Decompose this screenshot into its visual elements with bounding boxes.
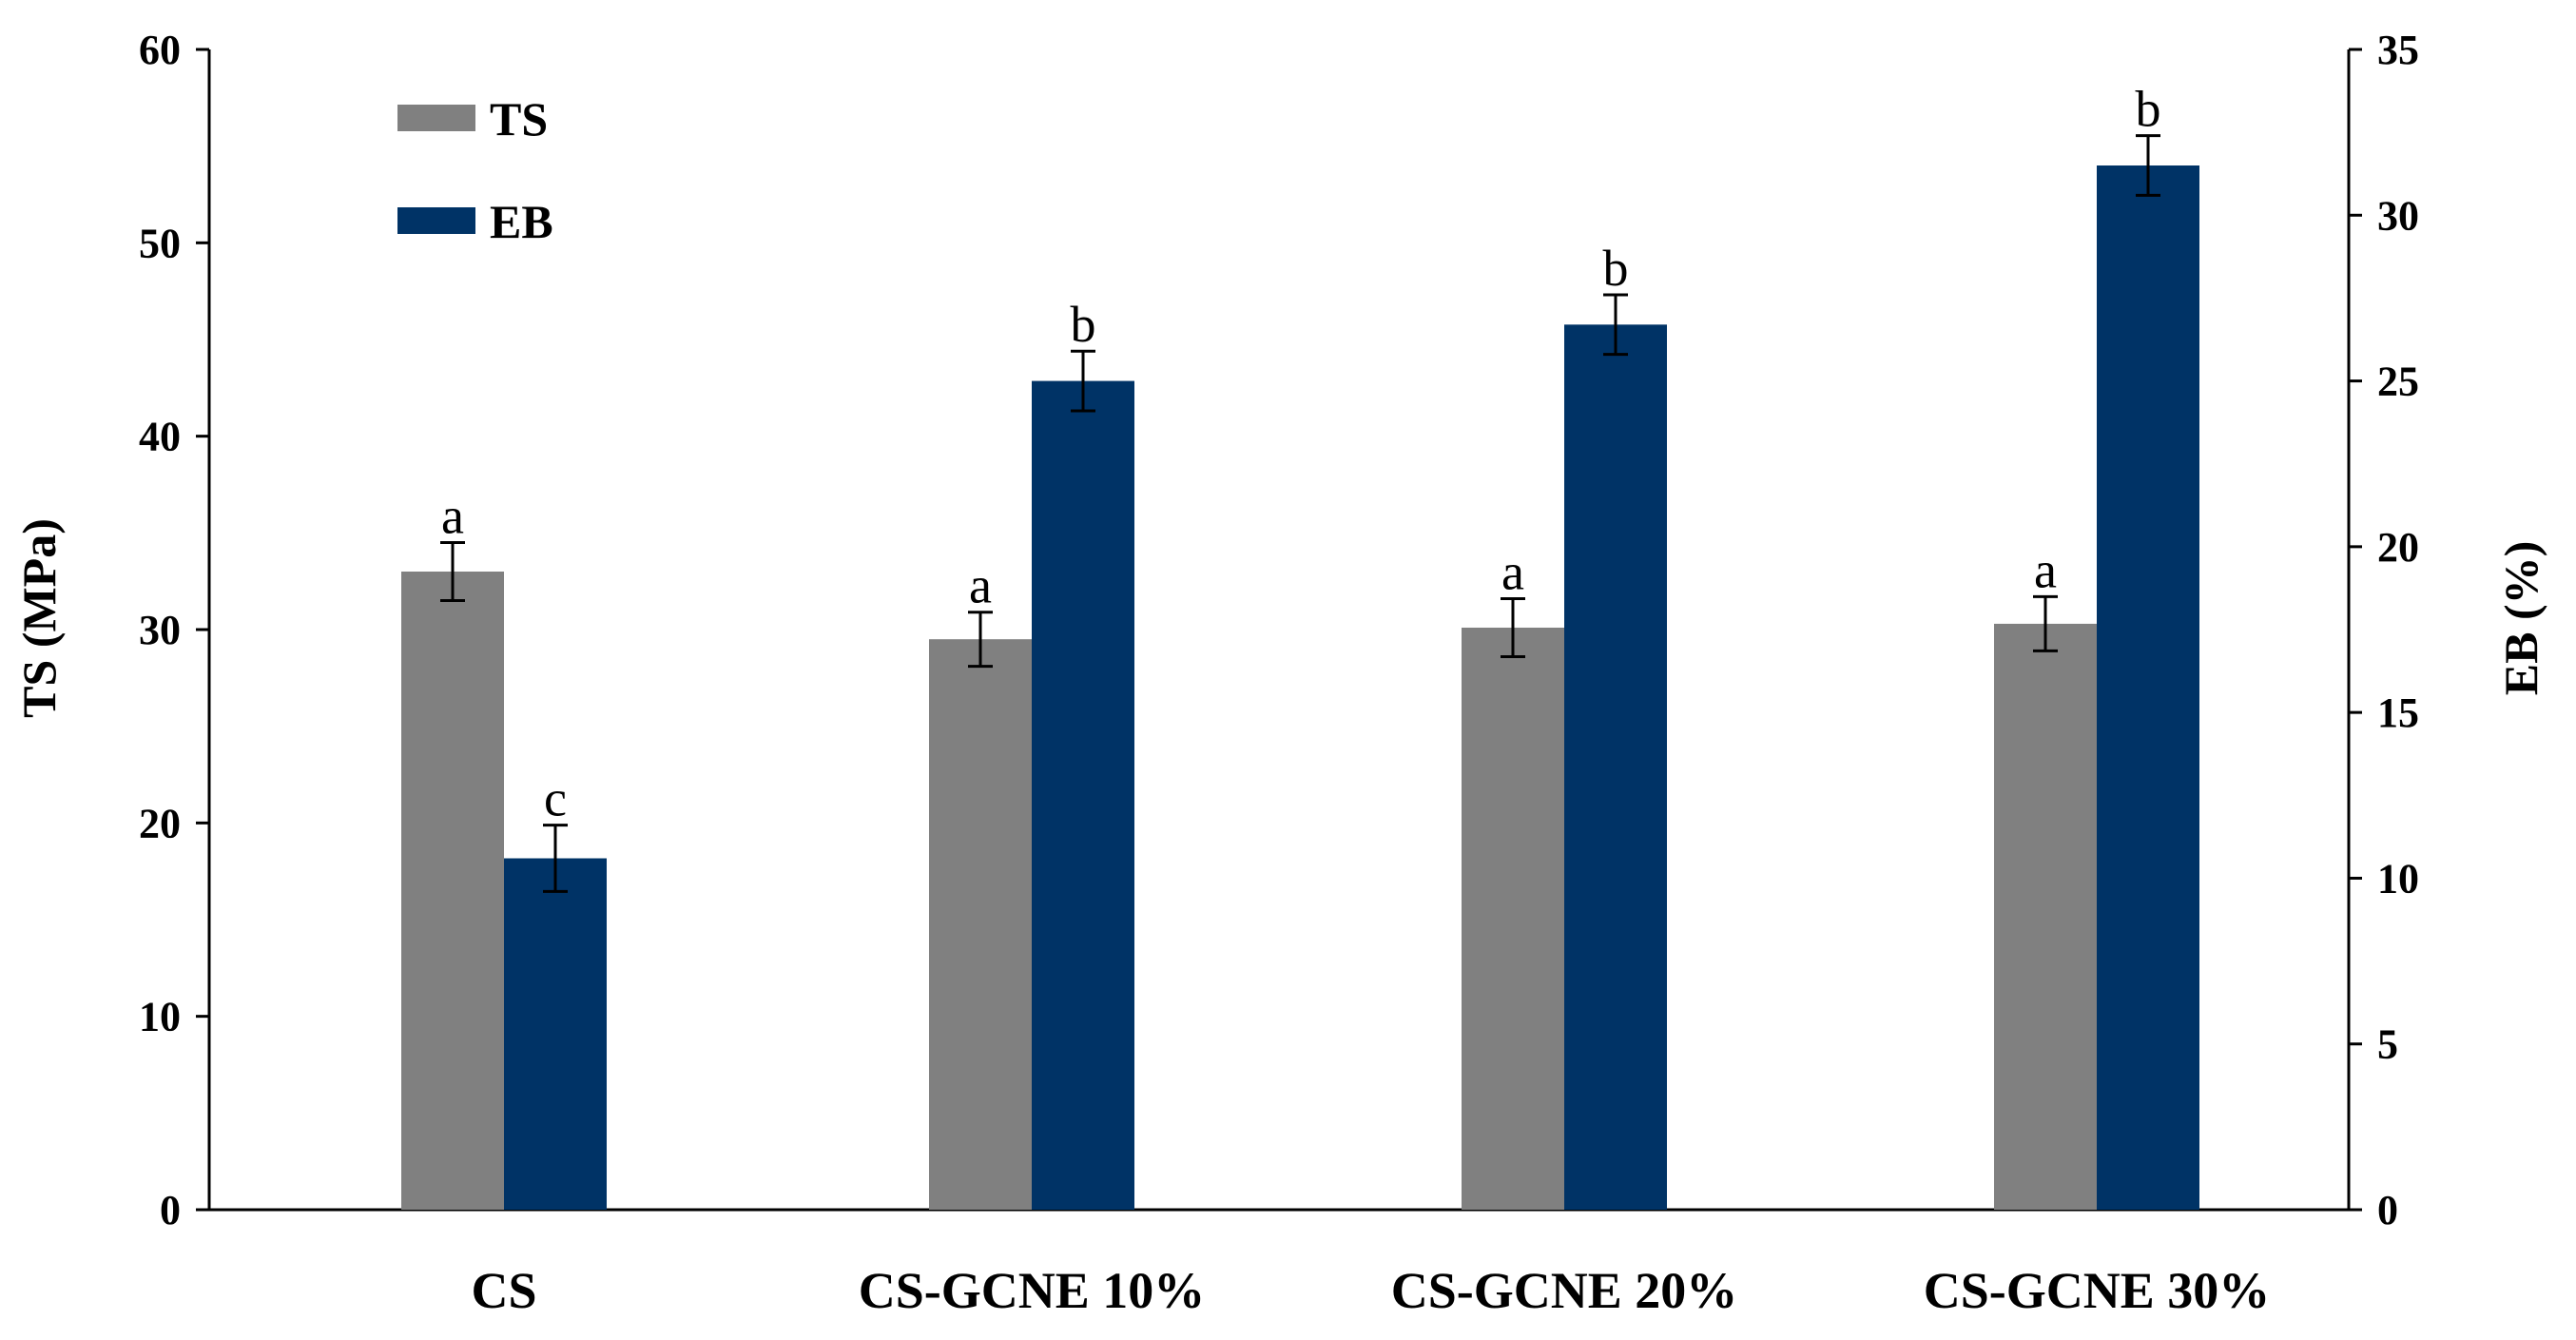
significance-label: a <box>2034 541 2057 598</box>
bar-eb <box>504 858 607 1210</box>
significance-label: a <box>441 488 464 545</box>
bar-eb <box>2097 165 2199 1210</box>
legend-label-eb: EB <box>490 195 553 248</box>
bar-eb <box>1032 380 1134 1211</box>
y-axis-right-title: EB (%) <box>2494 541 2547 696</box>
x-category-label: CS-GCNE 10% <box>859 1262 1206 1319</box>
legend-swatch-eb <box>397 207 475 234</box>
significance-label: a <box>1501 543 1524 600</box>
y-right-tick-label: 5 <box>2377 1021 2398 1068</box>
y-right-tick-label: 0 <box>2377 1187 2398 1233</box>
bar-eb <box>1564 324 1667 1210</box>
bars: a a a a c b b b <box>401 81 2199 1211</box>
x-category-label: CS-GCNE 30% <box>1924 1262 2271 1319</box>
y-right-tick-label: 15 <box>2377 689 2419 736</box>
axes: 0 10 20 30 40 50 60 0 5 10 15 20 25 30 35 CS CS-GCNE 10%… <box>139 27 2419 1319</box>
y-left-tick-label: 20 <box>139 800 181 846</box>
y-left-tick-label: 60 <box>139 27 181 73</box>
bar-ts <box>1462 627 1564 1210</box>
bar-ts <box>401 572 504 1210</box>
y-axis-left-title: TS (MPa) <box>12 518 66 718</box>
bar-ts <box>1994 623 2097 1210</box>
legend-label-ts: TS <box>490 92 548 146</box>
significance-label: b <box>1071 296 1096 353</box>
y-right-tick-label: 10 <box>2377 855 2419 902</box>
y-right-tick-label: 20 <box>2377 524 2419 571</box>
x-category-label: CS <box>471 1262 536 1319</box>
legend: TS EB <box>397 92 553 248</box>
significance-label: b <box>2136 81 2161 138</box>
y-left-tick-label: 0 <box>160 1187 181 1233</box>
significance-label: a <box>969 557 992 614</box>
y-left-tick-label: 40 <box>139 414 181 460</box>
y-right-tick-label: 25 <box>2377 359 2419 405</box>
x-category-label: CS-GCNE 20% <box>1391 1262 1738 1319</box>
significance-label: b <box>1603 240 1629 297</box>
y-left-tick-label: 10 <box>139 994 181 1040</box>
y-right-tick-label: 35 <box>2377 27 2419 73</box>
bar-ts <box>929 639 1032 1210</box>
y-right-tick-label: 30 <box>2377 192 2419 239</box>
significance-label: c <box>544 770 567 827</box>
y-left-tick-label: 30 <box>139 607 181 653</box>
legend-swatch-ts <box>397 105 475 131</box>
y-left-tick-label: 50 <box>139 220 181 266</box>
